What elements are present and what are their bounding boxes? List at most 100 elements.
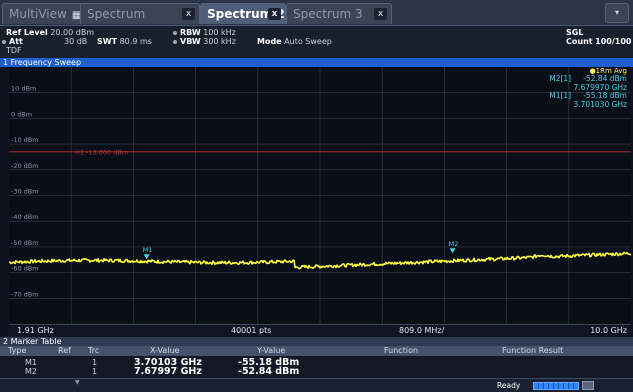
marker-table-header: Type Ref Trc X-Value Y-Value Function Fu… (0, 346, 633, 356)
tab-spectrum[interactable]: Spectrum x (80, 3, 200, 24)
marker-label: M2 (449, 240, 459, 248)
sweep-count: Count 100/100 (566, 37, 631, 46)
swt-value: 80.9 ms (119, 37, 152, 46)
close-icon[interactable]: x (374, 8, 387, 20)
vbw-label: VBW (180, 37, 201, 46)
count-label: Count (566, 37, 593, 46)
status-bar: ▼ Ready (0, 378, 633, 392)
ref-level-value: 20.00 dBm (50, 28, 95, 37)
x-stop-label: 10.0 GHz (590, 326, 627, 335)
vbw-value: 300 kHz (203, 37, 236, 46)
count-value: 100/100 (595, 37, 632, 46)
marker-readout-freq: 7.679970 GHz (573, 82, 627, 92)
sweep-points-label: 40001 pts (231, 326, 272, 335)
row-type: M2 (25, 367, 37, 376)
row-trc: 1 (92, 358, 98, 367)
trace-dot-icon: ● (589, 67, 596, 75)
rbw-setting[interactable]: RBW 100 kHz (173, 28, 236, 37)
swt-label: SWT (97, 37, 118, 46)
plot-grid (9, 67, 631, 324)
row-type: M1 (25, 358, 37, 367)
tab-spectrum-3-label: Spectrum 3 (293, 7, 363, 21)
col-type: Type (8, 346, 27, 355)
y-tick-label: -70 dBm (11, 290, 39, 298)
close-icon[interactable]: x (182, 8, 195, 20)
spectrum-plot[interactable]: 10 dBm 0 dBm -10 dBm -20 dBm -30 dBm -40 dBm -… (9, 67, 631, 324)
grid-icon: ▦ (71, 10, 82, 21)
trace-legend[interactable]: ●1Rm Avg (590, 67, 627, 75)
col-y-value: Y-Value (257, 346, 286, 355)
col-trc: Trc (88, 346, 100, 355)
col-function-result: Function Result (502, 346, 564, 355)
tab-multiview-label: MultiView (9, 7, 67, 21)
row-x-value: 3.70103 GHz (134, 357, 202, 368)
rbw-value: 100 kHz (203, 28, 236, 37)
coupled-indicator-icon (173, 30, 177, 35)
tdf-label: TDF (6, 46, 22, 55)
tab-spectrum-2-label: Spectrum 2 (207, 7, 285, 21)
trace-legend-label: 1Rm Avg (595, 67, 627, 75)
span-per-div-label: 809.0 MHz/ (399, 326, 445, 335)
y-tick-label: -60 dBm (11, 265, 39, 273)
measurement-settings-bar[interactable]: Ref Level 20.00 dBm Att 30 dB SWT 80.9 m… (0, 26, 633, 58)
y-tick-label: -40 dBm (11, 213, 39, 221)
menu-dropdown-icon[interactable]: ▾ (605, 3, 629, 23)
y-tick-label: -30 dBm (11, 188, 39, 196)
close-icon[interactable]: x (268, 8, 281, 20)
marker-table-body: M1 1 3.70103 GHz -55.18 dBm M2 1 7.67997… (0, 356, 633, 378)
spectrum-graph[interactable]: 10 dBm 0 dBm -10 dBm -20 dBm -30 dBm -40 dBm -… (9, 67, 631, 324)
x-start-label: 1.91 GHz (17, 326, 54, 335)
marker-readout-m2: M2[1] -52.84 dBm 7.679970 GHz (549, 74, 627, 92)
marker-label: M1 (143, 246, 153, 254)
coupled-indicator-icon (2, 39, 6, 44)
col-function: Function (384, 346, 419, 355)
marker-readout-level: -52.84 dBm (583, 74, 627, 83)
limit-line-group: H1 -13.000 dBm (9, 148, 631, 156)
table-row[interactable]: M1 1 3.70103 GHz -55.18 dBm (0, 357, 633, 368)
marker-triangle-icon (143, 254, 150, 260)
col-ref: Ref (58, 346, 71, 355)
progress-indicator (533, 382, 579, 390)
limit-line-label: H1 -13.000 dBm (75, 148, 128, 156)
table-row[interactable]: M2 1 7.67997 GHz -52.84 dBm (0, 366, 633, 377)
row-trc: 1 (92, 367, 98, 376)
marker-readout-level: -55.18 dBm (583, 91, 627, 100)
rbw-label: RBW (180, 28, 201, 37)
y-tick-label: 0 dBm (11, 110, 32, 118)
swt-setting[interactable]: SWT 80.9 ms (97, 37, 152, 46)
mode-value: Auto Sweep (284, 37, 332, 46)
tab-spectrum-label: Spectrum (87, 7, 146, 21)
y-tick-label: -20 dBm (11, 162, 39, 170)
ref-level-setting[interactable]: Ref Level 20.00 dBm (6, 28, 94, 37)
coupled-indicator-icon (173, 39, 177, 44)
vbw-setting[interactable]: VBW 300 kHz (173, 37, 236, 46)
tab-spectrum-2[interactable]: Spectrum 2 x (200, 3, 286, 24)
marker-readout-name: M1[1] (549, 91, 572, 100)
row-y-value: -52.84 dBm (238, 366, 300, 377)
col-x-value: X-Value (150, 346, 180, 355)
marker-readout-m1: M1[1] -55.18 dBm 3.701030 GHz (549, 91, 627, 109)
monitor-icon (582, 381, 594, 390)
y-tick-label: 10 dBm (11, 85, 36, 93)
row-y-value: -55.18 dBm (238, 357, 300, 368)
marker-readout-name: M2[1] (549, 74, 572, 83)
x-axis-footer: 1.91 GHz 40001 pts 809.0 MHz/ 10.0 GHz (9, 324, 631, 336)
y-tick-label: -10 dBm (11, 136, 39, 144)
status-text: Ready (497, 381, 521, 390)
sweep-mode-setting[interactable]: Mode Auto Sweep (257, 37, 332, 46)
marker-table-title[interactable]: 2 Marker Table (0, 337, 633, 346)
ref-level-label: Ref Level (6, 28, 48, 37)
tab-spectrum-3[interactable]: Spectrum 3 x (286, 3, 392, 24)
sgl-label: SGL (566, 28, 584, 37)
att-setting[interactable]: Att (2, 37, 23, 46)
row-x-value: 7.67997 GHz (134, 366, 202, 377)
window-title[interactable]: 1 Frequency Sweep (0, 58, 633, 67)
att-value: 30 dB (64, 37, 88, 46)
att-label: Att (9, 37, 23, 46)
y-axis-labels: 10 dBm 0 dBm -10 dBm -20 dBm -30 dBm -40 dBm -… (11, 85, 39, 299)
caret-down-icon[interactable]: ▼ (75, 379, 80, 386)
marker-triangle-icon (449, 248, 456, 254)
y-tick-label: -50 dBm (11, 239, 39, 247)
tab-bar: MultiView ▦ Spectrum x Spectrum 2 x Spect… (0, 0, 633, 26)
mode-label: Mode (257, 37, 282, 46)
